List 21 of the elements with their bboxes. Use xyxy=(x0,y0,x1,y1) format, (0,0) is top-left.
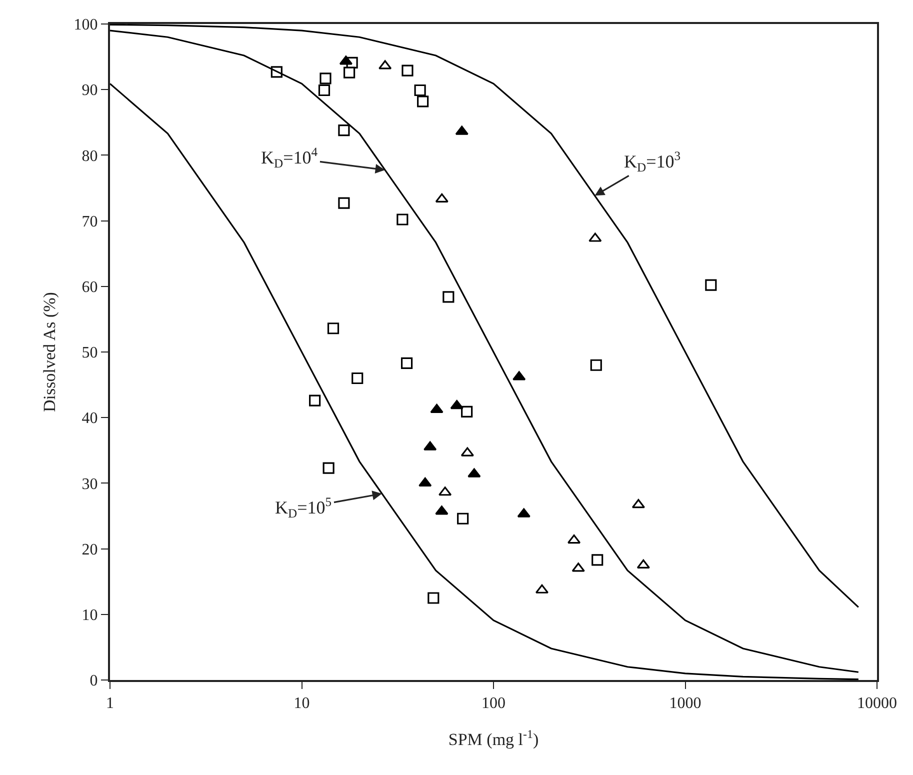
text: K$_{D}$=10$^{4}$ xyxy=(261,145,318,170)
y-tick-label: 50 xyxy=(82,344,98,362)
y-tick-label: 20 xyxy=(82,541,98,558)
x-tick-label: 1000 xyxy=(669,695,702,712)
y-tick-label: 70 xyxy=(82,213,98,230)
x-axis-title: SPM (mg l$^{-1}$) xyxy=(448,726,539,750)
y-tick-label: 10 xyxy=(82,607,98,624)
y-axis-title: Dissolved As (%) xyxy=(40,292,59,412)
y-tick-label: 100 xyxy=(74,16,98,34)
y-tick-label: 90 xyxy=(82,82,98,100)
y-tick-label: 40 xyxy=(82,410,98,428)
y-tick-label: 80 xyxy=(82,148,98,165)
text: K$_{D}$=10$^{3}$ xyxy=(624,149,681,174)
y-tick-label: 0 xyxy=(90,672,98,690)
x-tick-label: 10 xyxy=(294,695,310,712)
x-tick-label: 10000 xyxy=(857,695,897,712)
text: K$_{D}$=10$^{5}$ xyxy=(275,495,332,520)
x-tick-label: 100 xyxy=(482,695,506,712)
y-tick-label: 60 xyxy=(82,279,98,296)
y-tick-label: 30 xyxy=(82,476,98,493)
x-tick-label: 1 xyxy=(106,695,114,712)
